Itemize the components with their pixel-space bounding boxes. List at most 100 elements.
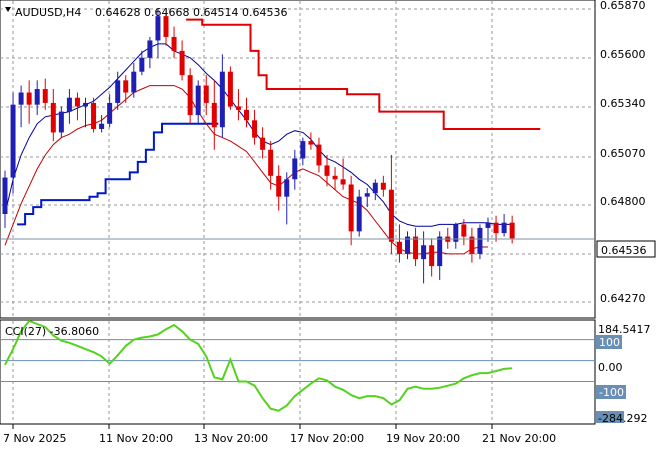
time-tick: 19 Nov 20:00 bbox=[386, 432, 460, 445]
price-tick: 0.65340 bbox=[600, 97, 646, 110]
bull-candle bbox=[66, 97, 72, 112]
price-tick: 0.64800 bbox=[600, 195, 646, 208]
bear-candle bbox=[26, 92, 32, 105]
bear-candle bbox=[469, 236, 475, 254]
bull-candle bbox=[2, 177, 8, 215]
bull-candle bbox=[219, 71, 225, 128]
collapse-triangle-icon[interactable] bbox=[5, 7, 11, 12]
bear-candle bbox=[123, 80, 129, 93]
bull-candle bbox=[195, 85, 201, 116]
price-tick: 0.65870 bbox=[600, 0, 646, 12]
symbol-timeframe: AUDUSD,H4 bbox=[15, 6, 81, 19]
bear-candle bbox=[396, 241, 402, 254]
bear-candle bbox=[163, 16, 169, 37]
time-tick: 11 Nov 20:00 bbox=[99, 432, 173, 445]
bull-candle bbox=[405, 236, 410, 254]
level-label-minus100: -100 bbox=[599, 386, 624, 399]
indicator-axis[interactable]: CCI(27) -36.8060 184.5417 100 0.00 -100 … bbox=[5, 323, 651, 425]
cci-min-label: -284.292 bbox=[598, 412, 647, 425]
bear-candle bbox=[461, 224, 467, 237]
bear-candle bbox=[91, 102, 97, 129]
bull-candle bbox=[115, 80, 121, 103]
level-badge-100 bbox=[596, 335, 622, 349]
bull-candle bbox=[147, 40, 153, 58]
cci-series bbox=[4, 319, 513, 412]
bear-candle bbox=[252, 120, 258, 138]
bull-candle bbox=[364, 193, 370, 197]
bull-candle bbox=[485, 222, 491, 228]
bear-candle bbox=[171, 36, 177, 51]
bear-candle bbox=[509, 222, 515, 239]
bear-candle bbox=[332, 175, 338, 180]
bull-candle bbox=[107, 102, 113, 124]
price-axis[interactable]: 0.65870 0.65600 0.65340 0.65070 0.64800 … bbox=[596, 0, 656, 305]
bull-candle bbox=[284, 179, 290, 197]
ma-fast-line bbox=[4, 43, 513, 227]
time-tick: 13 Nov 20:00 bbox=[194, 432, 268, 445]
trailing-stop-red bbox=[186, 18, 541, 130]
cci-levels bbox=[0, 339, 595, 382]
bull-candle bbox=[18, 92, 24, 105]
bull-candle bbox=[421, 245, 427, 260]
bull-candle bbox=[139, 57, 145, 72]
bear-candle bbox=[187, 75, 193, 116]
price-tick: 0.65600 bbox=[600, 48, 646, 61]
bull-candle bbox=[300, 141, 306, 159]
time-axis[interactable]: 7 Nov 2025 11 Nov 20:00 13 Nov 20:00 17 … bbox=[3, 432, 556, 445]
bear-candle bbox=[429, 245, 435, 267]
bear-candle bbox=[316, 144, 322, 166]
bear-candle bbox=[74, 97, 80, 107]
bull-candle bbox=[372, 182, 378, 194]
current-price-badge bbox=[596, 240, 656, 258]
time-tick: 21 Nov 20:00 bbox=[482, 432, 556, 445]
bear-candle bbox=[324, 165, 330, 176]
cci-line bbox=[4, 319, 513, 412]
bear-candle bbox=[179, 50, 185, 76]
price-pane[interactable] bbox=[0, 0, 596, 319]
trailing-stop-blue bbox=[17, 122, 219, 226]
time-tick: 17 Nov 20:00 bbox=[290, 432, 364, 445]
bear-candle bbox=[340, 179, 346, 185]
bear-candle bbox=[380, 182, 386, 190]
bear-candle bbox=[276, 175, 282, 197]
bull-candle bbox=[501, 222, 507, 234]
bear-candle bbox=[42, 89, 48, 103]
level-badge-min bbox=[596, 411, 624, 423]
level-label-100: 100 bbox=[599, 336, 620, 349]
level-label-zero: 0.00 bbox=[598, 361, 623, 374]
bull-candle bbox=[477, 227, 483, 254]
bear-candle bbox=[413, 236, 419, 260]
bull-candle bbox=[83, 102, 88, 107]
bull-candle bbox=[10, 104, 16, 178]
price-tick: 0.64270 bbox=[600, 292, 646, 305]
bull-candle bbox=[58, 111, 64, 133]
bull-candle bbox=[356, 196, 362, 232]
bear-candle bbox=[50, 102, 56, 133]
bull-candle bbox=[131, 71, 137, 93]
price-tick: 0.65070 bbox=[600, 147, 646, 160]
bear-candle bbox=[268, 149, 274, 176]
bull-candle bbox=[292, 158, 298, 180]
current-price-label: 0.64536 bbox=[601, 244, 647, 257]
bear-candle bbox=[227, 71, 233, 107]
bull-candle bbox=[34, 89, 40, 105]
cci-max-label: 184.5417 bbox=[598, 323, 651, 336]
bear-candle bbox=[260, 137, 266, 150]
bear-candle bbox=[203, 85, 209, 103]
bull-candle bbox=[155, 16, 161, 41]
candles bbox=[2, 9, 515, 284]
bear-candle bbox=[388, 189, 394, 242]
bull-candle bbox=[99, 123, 105, 129]
bear-candle bbox=[244, 109, 249, 121]
bear-candle bbox=[308, 141, 314, 145]
bull-candle bbox=[453, 224, 459, 242]
time-tick: 7 Nov 2025 bbox=[3, 432, 66, 445]
level-badge-minus100 bbox=[596, 385, 626, 399]
cci-label: CCI(27) -36.8060 bbox=[5, 325, 99, 338]
ohlc-values: 0.64628 0.64668 0.64514 0.64536 bbox=[95, 6, 287, 19]
trailing-stops bbox=[17, 18, 541, 226]
bear-candle bbox=[348, 184, 354, 232]
bear-candle bbox=[235, 106, 241, 110]
